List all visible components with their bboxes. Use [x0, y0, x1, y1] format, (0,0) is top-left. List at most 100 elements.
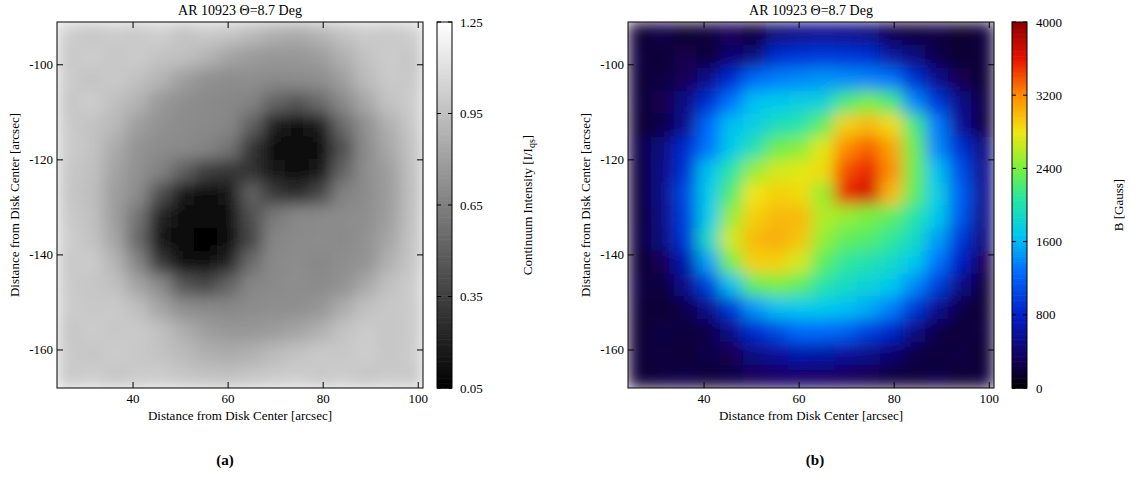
cell	[742, 22, 765, 45]
cell	[377, 45, 400, 68]
colorbar-tick	[1023, 314, 1027, 315]
cell	[857, 136, 880, 159]
cell	[697, 274, 720, 297]
cell	[377, 297, 400, 320]
cell	[286, 365, 309, 388]
colorbar-tick-label: 2400	[1036, 161, 1062, 176]
cell	[240, 91, 263, 114]
cell	[103, 91, 126, 114]
cell	[309, 45, 332, 68]
cell	[948, 114, 971, 137]
x-tick	[799, 22, 800, 28]
cell	[194, 182, 217, 205]
cell	[194, 22, 217, 45]
cell	[971, 274, 994, 297]
cell	[742, 136, 765, 159]
cell	[400, 22, 423, 45]
cell	[628, 91, 651, 114]
cell	[126, 297, 149, 320]
colorbar-title-text: Continuum Intensity [I/I	[520, 148, 535, 275]
colorbar-title: Continuum Intensity [I/Iqs]	[520, 135, 537, 275]
cell	[811, 91, 834, 114]
y-tick	[988, 64, 994, 65]
cell	[240, 274, 263, 297]
cell	[811, 274, 834, 297]
cell	[332, 251, 355, 274]
cell	[354, 205, 377, 228]
cell	[674, 45, 697, 68]
cell	[400, 365, 423, 388]
cell	[309, 205, 332, 228]
colorbar-tick-label: 4000	[1036, 15, 1062, 30]
cell	[651, 114, 674, 137]
cell	[765, 251, 788, 274]
cell	[697, 228, 720, 251]
cell	[925, 68, 948, 91]
cell	[80, 136, 103, 159]
y-tick	[988, 349, 994, 350]
cell	[171, 365, 194, 388]
cell	[80, 68, 103, 91]
cell	[765, 159, 788, 182]
cell	[217, 205, 240, 228]
x-tick-label: 100	[408, 391, 428, 406]
x-tick	[704, 22, 705, 28]
cell	[765, 91, 788, 114]
cell	[286, 136, 309, 159]
cell	[765, 274, 788, 297]
cell	[149, 319, 172, 342]
panel-label: (a)	[216, 452, 234, 469]
cell	[674, 342, 697, 365]
cell	[651, 159, 674, 182]
cell	[309, 251, 332, 274]
cell	[103, 159, 126, 182]
cell	[149, 228, 172, 251]
cell	[674, 251, 697, 274]
colorbar-tick	[437, 113, 441, 114]
cell	[857, 22, 880, 45]
cell	[880, 136, 903, 159]
cell	[171, 114, 194, 137]
cell	[788, 365, 811, 388]
cell	[149, 365, 172, 388]
plot-area	[628, 22, 994, 388]
cell	[286, 68, 309, 91]
cell	[354, 22, 377, 45]
cell	[834, 228, 857, 251]
cell	[80, 365, 103, 388]
cell	[354, 45, 377, 68]
cell	[171, 22, 194, 45]
cell	[194, 297, 217, 320]
cell	[309, 159, 332, 182]
x-tick-label: 80	[888, 391, 901, 406]
cell	[309, 91, 332, 114]
cell	[742, 68, 765, 91]
x-tick	[323, 382, 324, 388]
cell	[788, 228, 811, 251]
cell	[126, 205, 149, 228]
cell	[57, 297, 80, 320]
cell	[765, 365, 788, 388]
cell	[126, 182, 149, 205]
cell	[834, 136, 857, 159]
cell	[788, 22, 811, 45]
plot-frame	[57, 22, 423, 388]
cell	[171, 274, 194, 297]
cell	[742, 159, 765, 182]
cell	[103, 182, 126, 205]
colorbar-tick-label: 1600	[1036, 234, 1062, 249]
cell	[377, 274, 400, 297]
cell	[400, 91, 423, 114]
cell	[788, 91, 811, 114]
cell	[217, 22, 240, 45]
cell	[880, 182, 903, 205]
cell	[903, 182, 926, 205]
cell	[309, 182, 332, 205]
cell	[971, 342, 994, 365]
cell	[332, 45, 355, 68]
cell	[674, 365, 697, 388]
cell	[149, 205, 172, 228]
y-tick	[628, 64, 634, 65]
cell	[628, 45, 651, 68]
cell	[171, 319, 194, 342]
